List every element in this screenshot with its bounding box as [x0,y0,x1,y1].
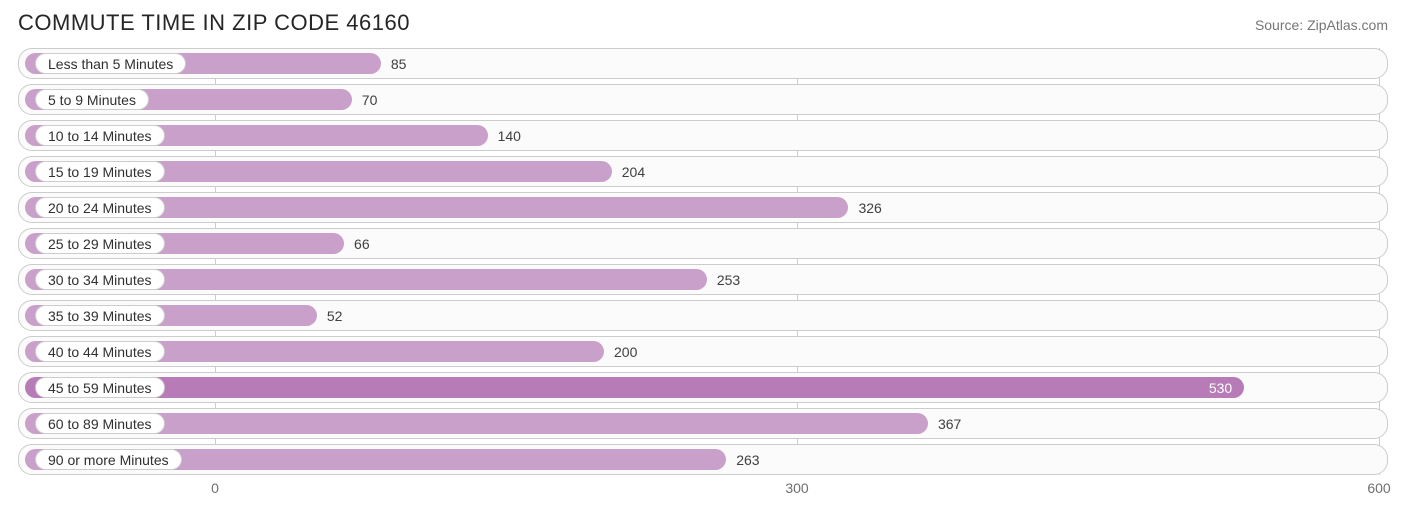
x-tick-label: 0 [211,480,219,496]
bar-row: 10 to 14 Minutes 140 [18,120,1388,151]
category-label: 60 to 89 Minutes [35,413,165,434]
bar-row: 45 to 59 Minutes 530 [18,372,1388,403]
bar-row: 25 to 29 Minutes 66 [18,228,1388,259]
bar-row: 40 to 44 Minutes 200 [18,336,1388,367]
bar-value: 85 [391,49,407,78]
bar-row: 5 to 9 Minutes 70 [18,84,1388,115]
bar-row: 30 to 34 Minutes 253 [18,264,1388,295]
bar-value: 530 [1209,373,1232,402]
category-label: 90 or more Minutes [35,449,182,470]
bar-value: 253 [717,265,740,294]
bar-value: 204 [622,157,645,186]
category-label: 10 to 14 Minutes [35,125,165,146]
category-label: 40 to 44 Minutes [35,341,165,362]
bar-row: 60 to 89 Minutes 367 [18,408,1388,439]
bar-value: 52 [327,301,343,330]
category-label: 30 to 34 Minutes [35,269,165,290]
bar-row: 15 to 19 Minutes 204 [18,156,1388,187]
bar-value: 367 [938,409,961,438]
chart-source: Source: ZipAtlas.com [1255,17,1388,33]
bar-value: 200 [614,337,637,366]
category-label: 25 to 29 Minutes [35,233,165,254]
x-tick-label: 300 [785,480,808,496]
bar-row: 35 to 39 Minutes 52 [18,300,1388,331]
category-label: 35 to 39 Minutes [35,305,165,326]
bar-row: 90 or more Minutes 263 [18,444,1388,475]
bar-fill [25,377,1244,398]
category-label: Less than 5 Minutes [35,53,186,74]
bar-value: 140 [498,121,521,150]
bar-row: Less than 5 Minutes 85 [18,48,1388,79]
category-label: 5 to 9 Minutes [35,89,149,110]
bar-value: 263 [736,445,759,474]
category-label: 15 to 19 Minutes [35,161,165,182]
bar-value: 70 [362,85,378,114]
x-axis: 0 300 600 [18,480,1388,504]
chart-title: COMMUTE TIME IN ZIP CODE 46160 [18,10,410,36]
bar-chart: Less than 5 Minutes 85 5 to 9 Minutes 70 10 … [18,48,1388,475]
bar-row: 20 to 24 Minutes 326 [18,192,1388,223]
category-label: 45 to 59 Minutes [35,377,165,398]
bar-value: 326 [858,193,881,222]
category-label: 20 to 24 Minutes [35,197,165,218]
bar-value: 66 [354,229,370,258]
x-tick-label: 600 [1367,480,1390,496]
